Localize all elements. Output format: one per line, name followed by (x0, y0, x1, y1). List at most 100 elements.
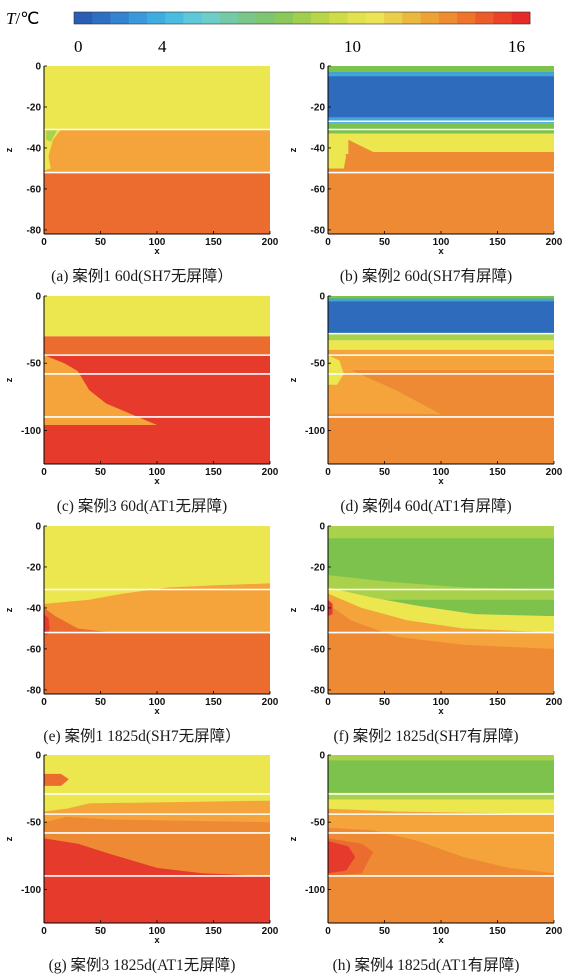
x-tick-label: 0 (325, 697, 331, 708)
temperature-zone (328, 117, 554, 124)
temperature-field (328, 755, 554, 923)
x-tick-label: 0 (41, 697, 47, 708)
temperature-zone (44, 355, 157, 426)
x-tick-label: 50 (379, 237, 391, 248)
colorbar-cell (475, 12, 494, 24)
y-tick-label: -20 (27, 102, 42, 113)
x-tick-label: 50 (379, 926, 391, 937)
y-tick-label: -80 (311, 225, 326, 236)
colorbar-tick-10: 10 (344, 37, 361, 56)
colorbar-cell (238, 12, 257, 24)
temperature-field (44, 296, 270, 464)
x-tick-label: 0 (325, 467, 331, 478)
panel-b-plot: 0 50 100 150 200 0 -20 -40 -60 -80 x z (288, 62, 563, 258)
y-tick-label: 0 (35, 522, 41, 533)
y-tick-label: 0 (319, 292, 325, 303)
x-tick-label: 200 (546, 237, 563, 248)
x-axis-label: x (438, 246, 444, 257)
y-tick-label: -50 (27, 359, 42, 370)
y-tick-label: -60 (311, 184, 326, 195)
x-tick-label: 0 (41, 467, 47, 478)
x-tick-label: 100 (433, 697, 450, 708)
temperature-zone (328, 355, 344, 385)
temperature-zone (328, 123, 554, 134)
colorbar-cell (292, 12, 312, 24)
panel-f: 0 50 100 150 200 0 -20 -40 -60 -80 x z (f) 案例2 1825… (284, 518, 568, 746)
colorbar-cell (511, 12, 531, 24)
panel-d-plot: 0 50 100 150 200 0 -50 -100 x z (288, 292, 563, 488)
panel-g-caption: (g) 案例3 1825d(AT1无屏障) (48, 957, 236, 974)
x-tick-label: 150 (205, 926, 222, 937)
colorbar-cell (347, 12, 367, 24)
temperature-field (328, 296, 554, 464)
y-axis-label: z (288, 607, 299, 612)
y-tick-label: -40 (311, 603, 326, 614)
y-tick-label: -100 (305, 426, 325, 437)
temperature-zone (46, 129, 58, 142)
colorbar-cell (146, 12, 166, 24)
panel-f-caption: (f) 案例2 1825d(SH7有屏障) (333, 728, 519, 745)
colorbar-cell (92, 12, 111, 24)
temperature-zone (328, 349, 554, 370)
y-axis-label: z (4, 147, 15, 152)
y-tick-label: -60 (27, 644, 42, 655)
x-tick-label: 150 (489, 467, 506, 478)
temperature-zone (44, 607, 112, 633)
panel-h-caption: (h) 案例4 1825d(AT1有屏障) (332, 957, 520, 974)
x-tick-label: 150 (205, 237, 222, 248)
temperature-zone (44, 343, 270, 356)
colorbar-cell (402, 12, 421, 24)
y-tick-label: -80 (311, 685, 326, 696)
x-axis-label: x (154, 706, 160, 717)
y-tick-label: 0 (35, 751, 41, 762)
colorbar-cell (311, 12, 330, 24)
panel-a: 0 50 100 150 200 0 -20 -40 -60 -80 x z (a) 案例1 60d(… (0, 58, 284, 286)
y-tick-label: -100 (21, 885, 41, 896)
panel-e-caption: (e) 案例1 1825d(SH7无屏障） (43, 728, 241, 745)
temperature-zone (44, 129, 270, 173)
y-tick-label: -50 (311, 818, 326, 829)
panel-g-plot: 0 50 100 150 200 0 -50 -100 x z (4, 751, 279, 947)
colorbar-title: T/℃ (6, 9, 39, 28)
colorbar-cell (329, 12, 348, 24)
x-tick-label: 150 (205, 467, 222, 478)
panel-a-plot: 0 50 100 150 200 0 -20 -40 -60 -80 x z (4, 62, 279, 258)
y-tick-label: -100 (305, 885, 325, 896)
x-tick-label: 100 (433, 237, 450, 248)
temperature-field (328, 66, 554, 234)
y-tick-label: 0 (35, 292, 41, 303)
colorbar-cell (365, 12, 385, 24)
panel-b: 0 50 100 150 200 0 -20 -40 -60 -80 x z (b) 案例2 60d(… (284, 58, 568, 286)
temperature-field (44, 526, 270, 694)
y-tick-label: -50 (27, 818, 42, 829)
x-tick-label: 50 (379, 697, 391, 708)
temperature-zone (328, 841, 356, 874)
x-axis-label: x (438, 935, 444, 946)
colorbar-cell (493, 12, 513, 24)
y-axis-label: z (288, 377, 299, 382)
colorbar-tick-0: 0 (74, 37, 83, 56)
y-tick-label: -100 (21, 426, 41, 437)
temperature-zone (328, 369, 441, 415)
panel-g: 0 50 100 150 200 0 -50 -100 x z (g) 案例3 1825d(AT1… (0, 747, 284, 975)
temperature-zone (328, 296, 554, 334)
x-tick-label: 100 (149, 926, 166, 937)
panel-c-plot: 0 50 100 150 200 0 -50 -100 x z (4, 292, 279, 488)
x-tick-label: 100 (433, 467, 450, 478)
x-tick-label: 0 (325, 237, 331, 248)
x-axis-label: x (438, 706, 444, 717)
colorbar: T/℃ 0 4 10 16 (6, 9, 531, 56)
panel-e: 0 50 100 150 200 0 -20 -40 -60 -80 x z (e) 案例1 1825… (0, 518, 284, 746)
y-tick-label: -80 (27, 685, 42, 696)
x-tick-label: 150 (489, 237, 506, 248)
temperature-zone (44, 632, 270, 694)
x-tick-label: 50 (95, 926, 107, 937)
x-tick-label: 50 (379, 467, 391, 478)
temperature-zone (328, 133, 347, 169)
colorbar-cell (74, 12, 93, 24)
y-axis-label: z (288, 147, 299, 152)
panel-h: 0 50 100 150 200 0 -50 -100 x z (h) 案例4 1825d(AT1… (284, 747, 568, 975)
y-tick-label: -60 (27, 184, 42, 195)
x-tick-label: 200 (262, 926, 279, 937)
temperature-field (328, 526, 554, 694)
